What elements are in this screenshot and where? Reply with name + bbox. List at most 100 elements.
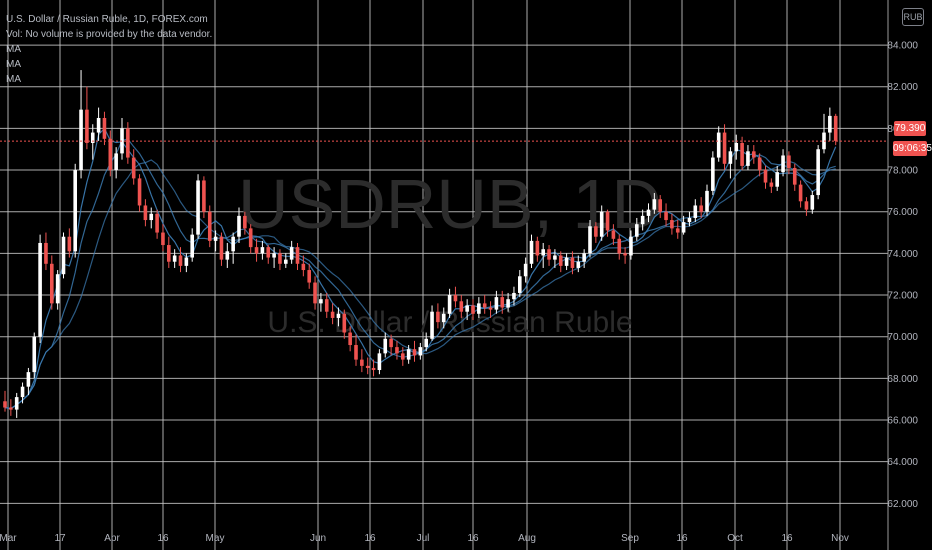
candle-body (652, 199, 657, 210)
candle-body (143, 205, 148, 221)
candle-body (494, 297, 499, 310)
candle-body (301, 263, 306, 271)
time-tick-label: 16 (157, 533, 169, 544)
candle-body (278, 253, 282, 264)
price-tick-label: 78.000 (887, 166, 918, 177)
candle-body (284, 259, 288, 264)
candle-body (711, 157, 715, 191)
candle-body (114, 153, 118, 171)
currency-badge[interactable]: RUB (902, 8, 924, 26)
candles (3, 70, 838, 418)
candle-body (79, 109, 83, 171)
time-tick-label: May (206, 533, 225, 544)
candle-body (85, 109, 89, 143)
candle-body (377, 353, 382, 371)
candle-body (635, 224, 639, 237)
candle-body (406, 349, 411, 360)
candle-body (629, 236, 633, 256)
candle-body (418, 347, 423, 356)
candle-body (675, 228, 680, 233)
watermark-symbol: USDRUB, 1D (238, 165, 662, 243)
time-tick-label: Sep (621, 533, 639, 544)
candle-body (266, 247, 271, 258)
candle-body (746, 151, 750, 166)
price-tick-label: 64.000 (887, 457, 918, 468)
candle-body (295, 247, 300, 264)
time-tick-label: Apr (104, 533, 120, 544)
candle-body (541, 249, 545, 256)
price-axis: 62.000 64.000 66.000 68.000 70.000 72.000 74.0… (887, 41, 918, 510)
price-tick-label: 82.000 (887, 82, 918, 93)
candle-body (243, 215, 247, 229)
candle-body (752, 151, 756, 158)
candle-body (219, 236, 224, 260)
candle-body (38, 242, 42, 337)
candle-body (184, 257, 189, 266)
candle-body (260, 247, 265, 254)
candle-body (716, 132, 721, 158)
candle-body (108, 138, 113, 171)
candle-body (44, 242, 48, 264)
candle-body (436, 311, 440, 323)
time-tick-label: Mar (0, 533, 17, 544)
candle-body (73, 170, 77, 252)
candle-body (787, 155, 791, 168)
candle-body (798, 184, 803, 202)
candle-body (67, 236, 72, 252)
time-tick-label: Jul (417, 533, 430, 544)
candle-body (763, 170, 768, 183)
candle-body (512, 292, 516, 300)
candle-body (664, 211, 668, 221)
candle-body (705, 190, 709, 212)
chart-legend: U.S. Dollar / Russian Ruble, 1D, FOREX.c… (6, 12, 212, 87)
candle-body (488, 307, 493, 310)
candle-body (126, 128, 130, 158)
candle-body (231, 236, 235, 252)
price-tick-label: 68.000 (887, 374, 918, 385)
candle-body (225, 251, 230, 260)
candle-body (828, 115, 832, 133)
candle-body (459, 301, 464, 312)
candle-body (646, 209, 651, 216)
candle-body (681, 222, 686, 233)
candle-body (775, 172, 779, 187)
candle-body (670, 220, 674, 229)
candle-body (617, 238, 622, 254)
price-tick-label: 74.000 (887, 249, 918, 260)
volume-note: Vol: No volume is provided by the data v… (6, 29, 213, 40)
candle-body (178, 255, 183, 266)
time-tick-label: 16 (467, 533, 479, 544)
candle-body (96, 117, 101, 133)
time-tick-label: Nov (831, 533, 849, 544)
candle-body (412, 349, 417, 356)
time-tick-label: 17 (54, 533, 66, 544)
candle-body (202, 180, 206, 212)
candle-body (32, 336, 37, 373)
candle-body (14, 397, 19, 410)
candle-body (582, 253, 586, 262)
candle-body (354, 345, 358, 360)
candle-body (699, 205, 703, 212)
candle-body (61, 236, 66, 275)
candle-body (389, 338, 393, 348)
price-tick-label: 70.000 (887, 332, 918, 343)
candle-body (687, 217, 692, 223)
candle-body (757, 157, 762, 171)
candle-body (3, 401, 7, 408)
ma-label: MA (6, 44, 21, 55)
candle-body (26, 372, 31, 387)
candle-body (623, 253, 627, 256)
candle-body (477, 303, 481, 314)
time-tick-label: 16 (676, 533, 688, 544)
candle-body (342, 313, 347, 333)
time-axis: Mar 17 Apr 16 May Jun 16 Jul 16 Aug Sep 16 Oct 16 Nov (0, 533, 849, 544)
candle-body (155, 213, 159, 233)
candle-body (55, 274, 60, 304)
candle-body (248, 228, 253, 248)
candle-body (833, 115, 838, 141)
candle-body (769, 182, 774, 187)
bar-countdown-tag: 09:06:35 (893, 141, 932, 156)
candle-body (237, 215, 241, 237)
candle-body (518, 276, 522, 293)
